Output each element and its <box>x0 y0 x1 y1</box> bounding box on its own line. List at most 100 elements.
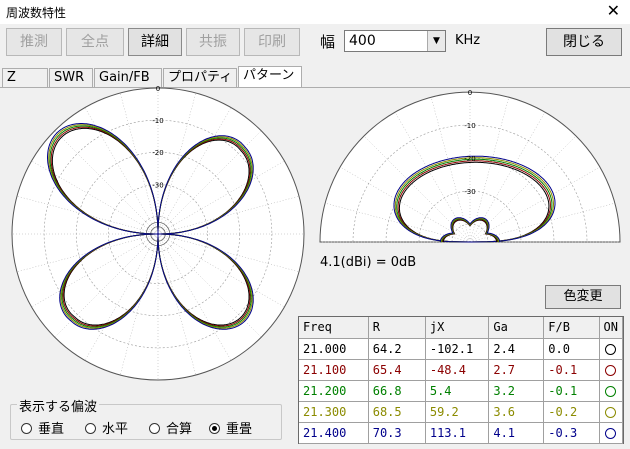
radio-selected-icon[interactable] <box>209 423 220 434</box>
close-icon[interactable]: ✕ <box>606 1 620 20</box>
grid-spoke <box>31 160 159 235</box>
change-color-button[interactable]: 色変更 <box>545 285 621 309</box>
polarization-overlay-label: 重畳 <box>226 422 253 437</box>
tab-swr[interactable]: SWR <box>49 68 93 88</box>
radio-icon[interactable] <box>85 423 96 434</box>
header-ga[interactable]: Ga <box>488 317 545 339</box>
table-row[interactable]: 21.000 64.2 -102.1 2.4 0.0 <box>299 338 624 360</box>
header-fb[interactable]: F/B <box>543 317 600 339</box>
polarization-vertical[interactable]: 垂直 <box>21 418 64 437</box>
tab-gain-fb[interactable]: Gain/FB <box>94 68 162 88</box>
grid-spoke <box>157 233 300 273</box>
cell-on[interactable] <box>599 401 624 423</box>
tab-pattern[interactable]: パターン <box>238 66 302 89</box>
cell-r[interactable]: 65.4 <box>368 359 426 381</box>
chevron-down-icon[interactable]: ▼ <box>427 31 445 51</box>
on-toggle[interactable] <box>605 343 617 355</box>
cell-r[interactable]: 66.8 <box>368 380 426 402</box>
estimate-button[interactable]: 推測 <box>6 28 62 56</box>
grid-spoke <box>157 107 232 235</box>
header-r[interactable]: R <box>368 317 426 339</box>
cell-freq[interactable]: 21.300 <box>299 401 369 423</box>
table-row[interactable]: 21.300 68.5 59.2 3.6 -0.2 <box>299 401 624 423</box>
tab-z[interactable]: Z <box>2 68 48 88</box>
resonance-button[interactable]: 共振 <box>186 28 240 56</box>
cell-freq[interactable]: 21.400 <box>299 422 369 444</box>
azimuth-series-4 <box>47 123 254 330</box>
all-points-button[interactable]: 全点 <box>66 28 124 56</box>
elevation-ring-label: -10 <box>464 122 475 130</box>
cell-on[interactable] <box>599 380 624 402</box>
grid-spoke <box>84 107 159 235</box>
close-button[interactable]: 閉じる <box>546 28 622 56</box>
cell-r[interactable]: 70.3 <box>368 422 426 444</box>
cell-ga[interactable]: 3.2 <box>488 380 545 402</box>
cell-ga[interactable]: 2.7 <box>488 359 545 381</box>
radio-icon[interactable] <box>149 423 160 434</box>
cell-ga[interactable]: 3.6 <box>488 401 545 423</box>
table-row[interactable]: 21.200 66.8 5.4 3.2 -0.1 <box>299 380 624 402</box>
grid-spoke <box>157 195 300 235</box>
table-header-row: Freq R jX Ga F/B ON <box>299 317 624 339</box>
elevation-series-3 <box>394 157 554 243</box>
cell-fb[interactable]: -0.1 <box>543 359 600 381</box>
grid-spoke <box>157 92 197 235</box>
cell-on[interactable] <box>599 338 624 360</box>
cell-on[interactable] <box>599 359 624 381</box>
ring-labels: 0 0 -10 -10 -20 -20 -30 -30 <box>152 85 475 196</box>
cell-jx[interactable]: 5.4 <box>425 380 490 402</box>
cell-on[interactable] <box>599 422 624 444</box>
grid-spoke <box>84 233 159 361</box>
grid-spoke <box>339 166 471 243</box>
table-row[interactable]: 21.400 70.3 113.1 4.1 -0.3 <box>299 422 624 444</box>
polarization-vertical-label: 垂直 <box>38 422 65 437</box>
width-select[interactable]: 400 ▼ <box>344 30 446 52</box>
tab-properties[interactable]: プロパティ <box>163 68 237 88</box>
elevation-inner-4 <box>439 217 501 242</box>
grid-spoke <box>16 195 159 235</box>
detail-button[interactable]: 詳細 <box>128 28 182 56</box>
grid-spoke <box>119 92 159 235</box>
polarization-total[interactable]: 合算 <box>149 418 192 437</box>
width-label: 幅 <box>320 33 336 51</box>
cell-fb[interactable]: -0.2 <box>543 401 600 423</box>
print-button[interactable]: 印刷 <box>244 28 300 56</box>
radio-icon[interactable] <box>21 423 32 434</box>
title-bar: 周波数特性 ✕ <box>0 0 630 24</box>
cell-r[interactable]: 68.5 <box>368 401 426 423</box>
cell-freq[interactable]: 21.000 <box>299 338 369 360</box>
cell-jx[interactable]: 59.2 <box>425 401 490 423</box>
cell-ga[interactable]: 4.1 <box>488 422 545 444</box>
table-row[interactable]: 21.100 65.4 -48.4 2.7 -0.1 <box>299 359 624 381</box>
cell-r[interactable]: 64.2 <box>368 338 426 360</box>
elevation-ring-label: 0 <box>468 89 472 97</box>
elevation-grid <box>319 91 621 243</box>
grid-ring <box>352 124 588 243</box>
cell-jx[interactable]: -102.1 <box>425 338 490 360</box>
on-toggle[interactable] <box>605 406 617 418</box>
grid-ring <box>140 216 176 252</box>
grid-ring <box>418 190 522 243</box>
on-toggle[interactable] <box>605 385 617 397</box>
on-toggle[interactable] <box>605 427 617 439</box>
cell-fb[interactable]: -0.1 <box>543 380 600 402</box>
polarization-horizontal[interactable]: 水平 <box>85 418 128 437</box>
polarization-overlay[interactable]: 重畳 <box>209 418 252 437</box>
cell-freq[interactable]: 21.200 <box>299 380 369 402</box>
grid-spoke <box>157 130 262 235</box>
header-on[interactable]: ON <box>599 317 624 339</box>
on-toggle[interactable] <box>605 364 617 376</box>
header-jx[interactable]: jX <box>425 317 490 339</box>
cell-freq[interactable]: 21.100 <box>299 359 369 381</box>
window-title: 周波数特性 <box>6 6 67 20</box>
header-freq[interactable]: Freq <box>299 317 369 339</box>
azimuth-ring-label: -20 <box>152 149 163 157</box>
cell-ga[interactable]: 2.4 <box>488 338 545 360</box>
cell-fb[interactable]: -0.3 <box>543 422 600 444</box>
cell-fb[interactable]: 0.0 <box>543 338 600 360</box>
cell-jx[interactable]: -48.4 <box>425 359 490 381</box>
cell-jx[interactable]: 113.1 <box>425 422 490 444</box>
grid-ring <box>43 119 273 349</box>
frequency-table: Freq R jX Ga F/B ON 21.000 64.2 -102.1 2… <box>298 316 624 444</box>
